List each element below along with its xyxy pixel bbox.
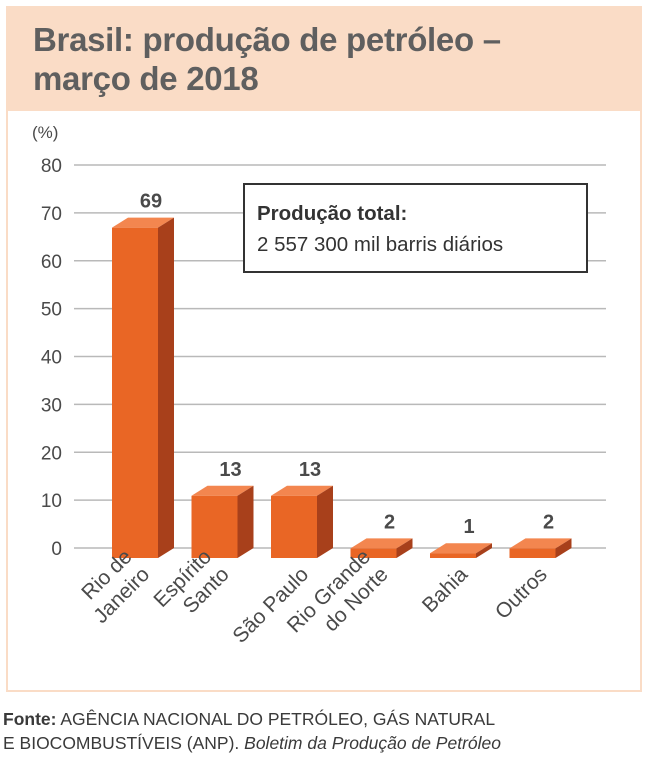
bar-front-5 <box>509 548 556 558</box>
bar-2 <box>271 485 333 558</box>
y-tick-label-30: 30 <box>41 395 62 416</box>
y-axis: 0 10 20 30 40 50 60 70 80 (%) <box>32 123 62 560</box>
y-tick-label-70: 70 <box>41 204 62 225</box>
bar-side-5 <box>555 538 572 558</box>
source-text-1: AGÊNCIA NACIONAL DO PETRÓLEO, GÁS NATURA… <box>56 709 496 729</box>
value-label-3: 2 <box>384 511 395 533</box>
y-tick-label-80: 80 <box>41 156 62 177</box>
bar-top-2 <box>271 485 333 496</box>
bar-side-3 <box>396 538 413 558</box>
bar-1 <box>191 485 254 558</box>
y-axis-unit: (%) <box>32 123 58 142</box>
total-production-value: 2 557 300 mil barris diários <box>257 233 504 256</box>
x-tick-label-4: Bahia <box>418 563 472 617</box>
value-label-0: 69 <box>140 191 162 213</box>
bar-5 <box>509 538 572 558</box>
bar-side-4 <box>476 543 492 558</box>
bar-side-1 <box>237 485 254 558</box>
chart-title-line1: Brasil: produção de petróleo – <box>33 21 501 58</box>
value-label-2: 13 <box>299 459 321 481</box>
bar-top-5 <box>509 538 572 549</box>
bar-front-0 <box>112 227 158 558</box>
bar-front-4 <box>430 553 476 558</box>
chart-title: Brasil: produção de petróleo – março de … <box>33 20 623 98</box>
bar-0 <box>112 217 174 558</box>
x-tick-line-4-0: Bahia <box>418 563 472 617</box>
bar-top-3 <box>350 538 413 549</box>
y-tick-label-0: 0 <box>51 539 62 560</box>
total-production-box: Produção total: 2 557 300 mil barris diá… <box>243 183 588 273</box>
bar-top-1 <box>191 485 254 496</box>
bar-front-3 <box>350 548 397 558</box>
chart-title-line2: março de 2018 <box>33 60 259 97</box>
bar-side-0 <box>158 217 174 558</box>
source-publication: Boletim da Produção de Petróleo <box>244 733 501 753</box>
bar-top-4 <box>430 543 492 554</box>
value-label-5: 2 <box>543 511 554 533</box>
source-text-2: E BIOCOMBUSTÍVEIS (ANP). <box>3 733 245 753</box>
bar-side-2 <box>317 485 333 558</box>
source-note: Fonte: AGÊNCIA NACIONAL DO PETRÓLEO, GÁS… <box>3 707 643 755</box>
total-production-label: Produção total: <box>257 202 408 225</box>
source-label: Fonte: <box>3 709 57 729</box>
x-tick-line-5-0: Outros <box>491 563 552 624</box>
x-tick-label-5: Outros <box>491 563 552 624</box>
bar-3 <box>350 538 413 558</box>
y-tick-label-50: 50 <box>41 300 62 321</box>
y-tick-label-10: 10 <box>41 491 62 512</box>
bar-chart: 0 10 20 30 40 50 60 70 80 (%) 69 13 13 2 1 2 Rio deJan… <box>32 123 606 655</box>
y-tick-label-20: 20 <box>41 443 62 464</box>
bar-front-1 <box>191 495 238 558</box>
y-tick-label-60: 60 <box>41 252 62 273</box>
bar-4 <box>430 543 492 558</box>
value-labels: 69 13 13 2 1 2 <box>140 191 554 539</box>
title-band: Brasil: produção de petróleo – março de … <box>8 8 640 111</box>
value-label-1: 13 <box>219 459 241 481</box>
bar-top-0 <box>112 217 174 228</box>
bars <box>112 217 572 558</box>
bar-front-2 <box>271 495 317 558</box>
y-tick-label-40: 40 <box>41 348 62 369</box>
value-label-4: 1 <box>463 516 474 538</box>
x-tick-label-3: Rio Grandedo Norte <box>283 545 393 655</box>
